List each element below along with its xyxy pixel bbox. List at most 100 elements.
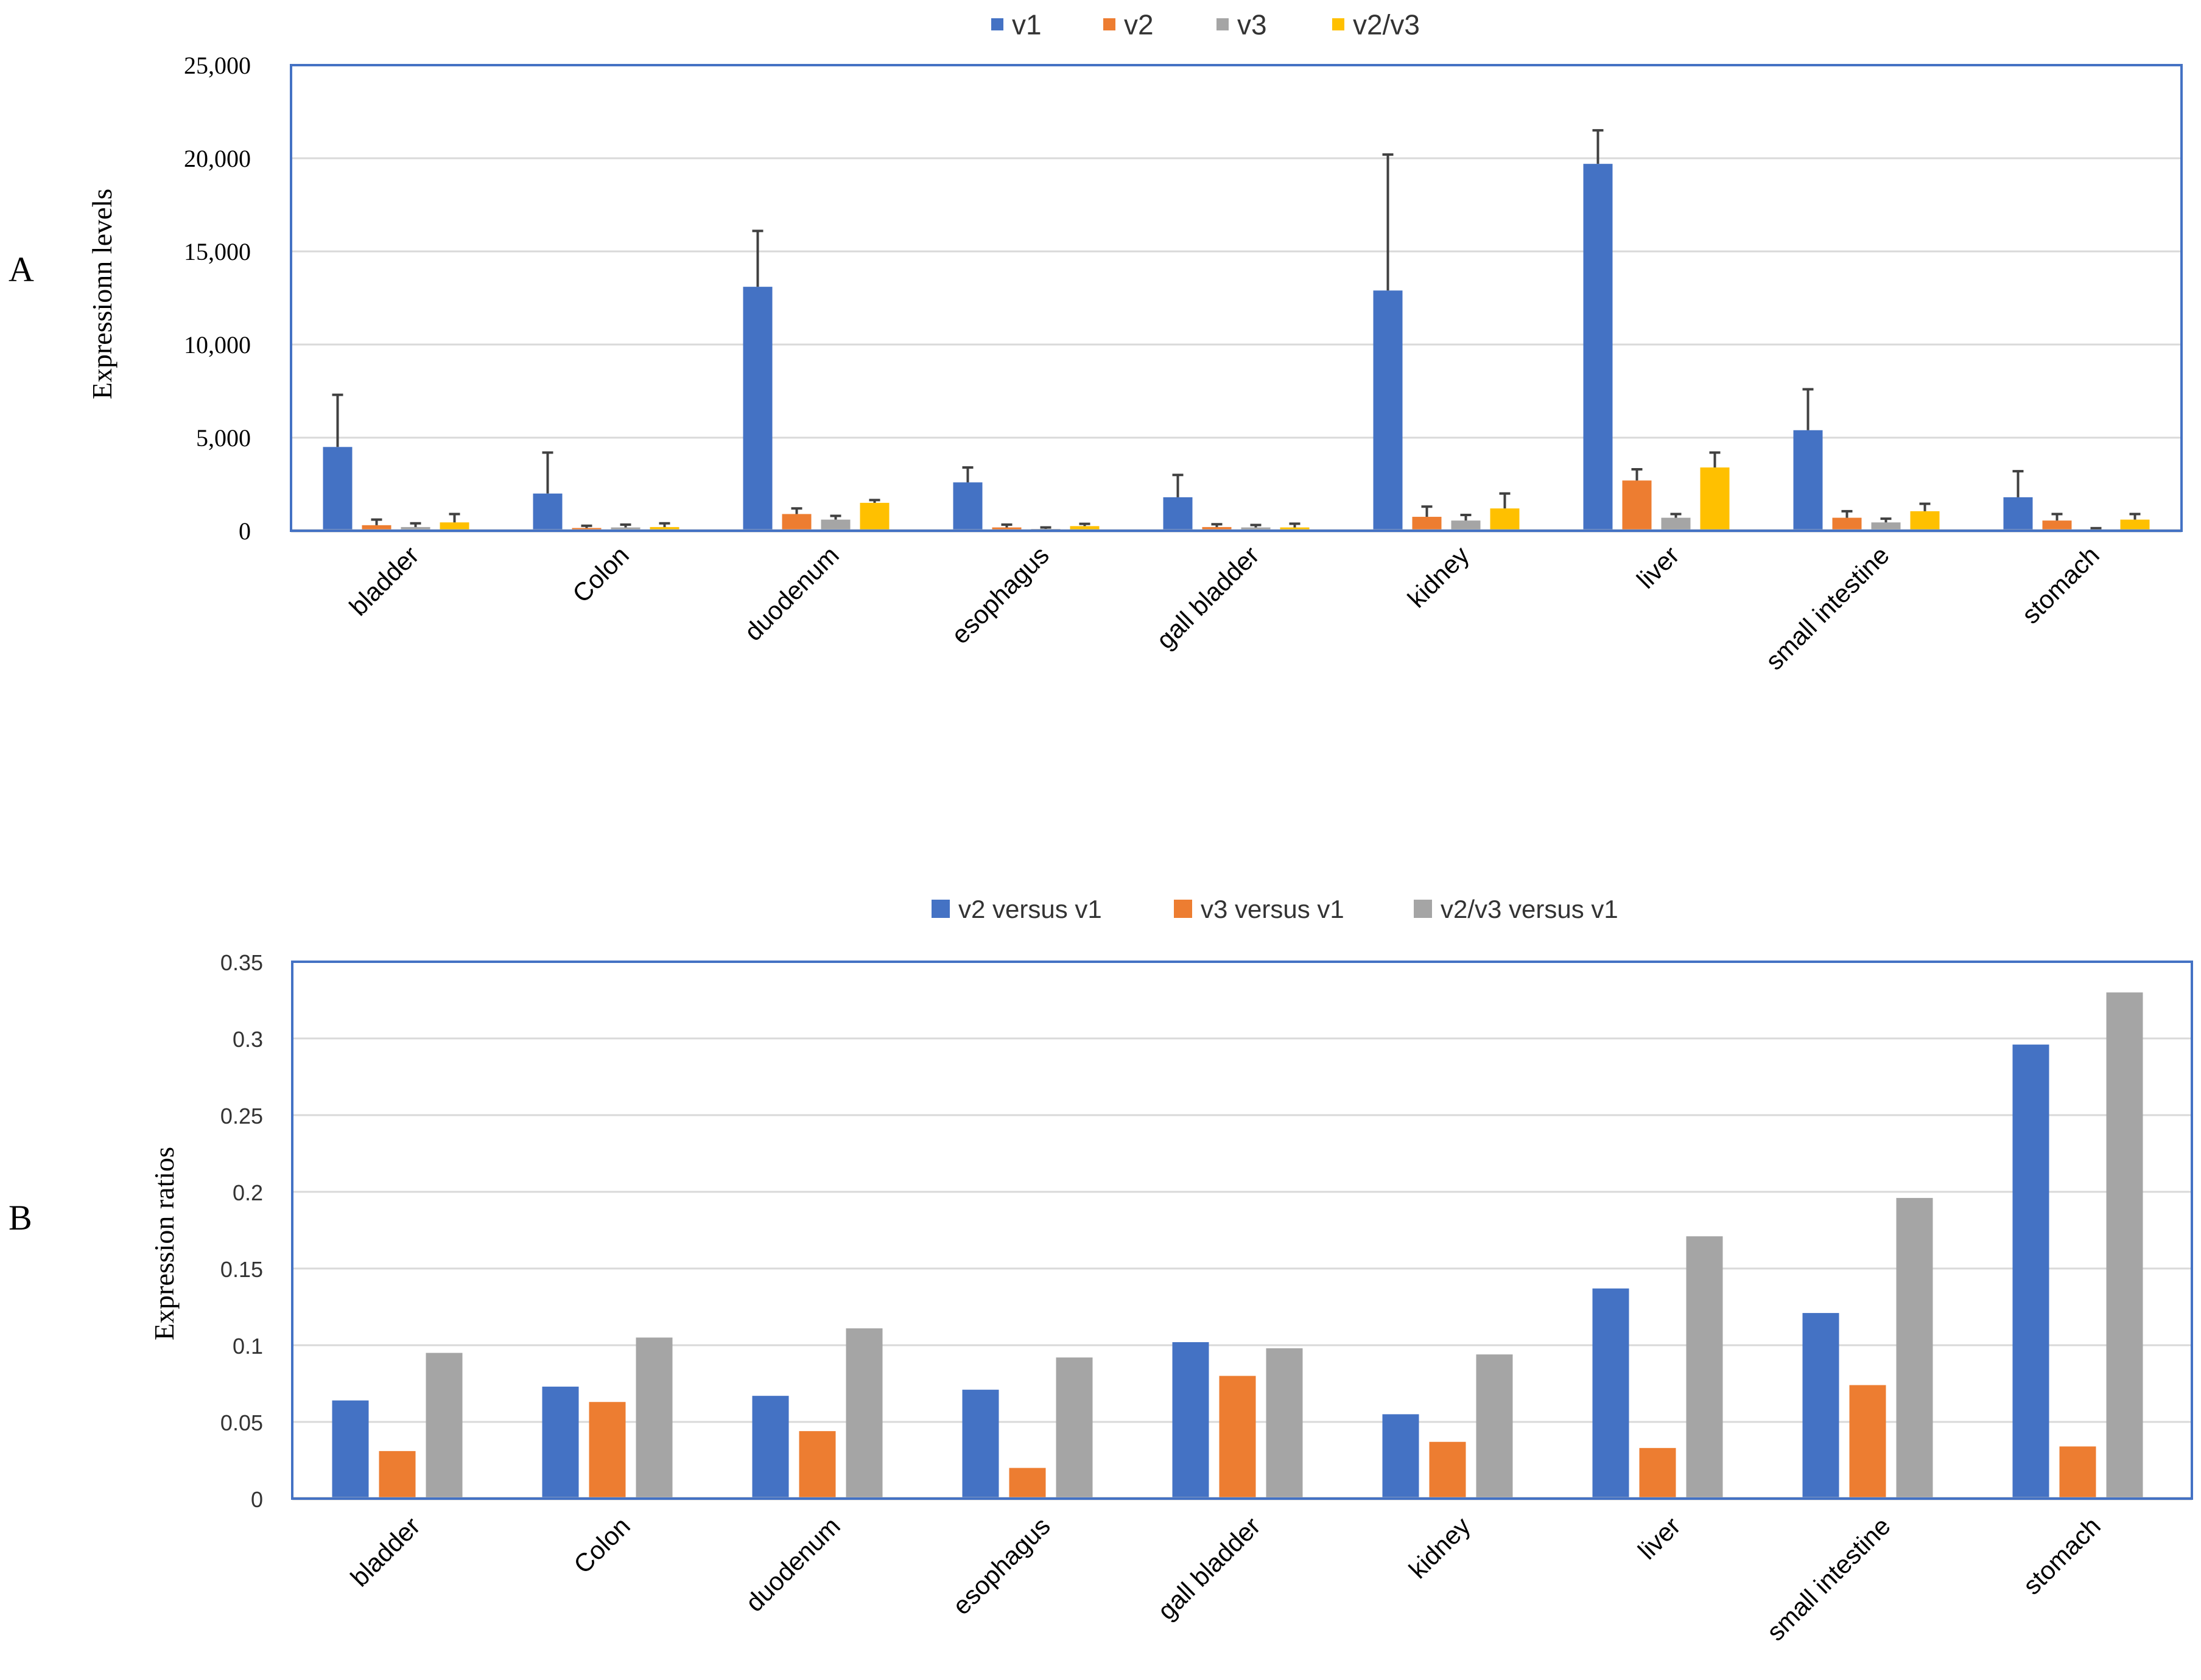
bar-v1-stomach [2003, 497, 2033, 531]
bar-v3-small-intestine [1871, 522, 1901, 531]
bar-v3-bladder [401, 527, 430, 531]
legend-label: v2 [1124, 9, 1154, 41]
error-bar-v2-esophagus [1001, 523, 1013, 528]
b-y-tick-label: 0.15 [220, 1257, 263, 1282]
error-bar-v2-colon [581, 524, 592, 528]
error-bar-v3-gall-bladder [1250, 523, 1262, 528]
legend-swatch [1332, 18, 1344, 30]
bar-v2-versus-v1-small-intestine [1802, 1313, 1839, 1499]
error-bar-v1-bladder [332, 393, 343, 447]
panel-a-gridlines [291, 157, 2182, 439]
panel-b-y-ticks: 0 0.05 0.1 0.15 0.2 0.25 0.3 0.35 [220, 950, 263, 1512]
bar-v3-versus-v1-liver [1639, 1447, 1676, 1499]
error-bar-v2-gall-bladder [1211, 523, 1223, 527]
bar-v3-duodenum [821, 519, 851, 531]
bar-v2-v3-versus-v1-bladder [426, 1353, 463, 1499]
legend-swatch [1414, 900, 1432, 918]
bar-v3-kidney [1451, 520, 1481, 531]
panel-b-plot-border [291, 961, 2193, 1500]
bar-v1-small-intestine [1793, 430, 1823, 531]
panel-a-label: A [9, 250, 34, 289]
error-bar-v2-duodenum [791, 507, 802, 514]
bar-v2-v3-versus-v1-colon [636, 1337, 673, 1499]
error-bar-v3-duodenum [830, 514, 841, 520]
legend-label: v3 versus v1 [1201, 895, 1344, 923]
bar-v2-v3-versus-v1-duodenum [846, 1328, 883, 1499]
bar-v2-v3-kidney [1490, 508, 1520, 531]
panel-a-legend: v1 v2 v3 v2/v3 [991, 9, 1420, 41]
bar-v2-stomach [2042, 520, 2072, 531]
bar-v1-colon [533, 493, 563, 531]
panel-a-bars [323, 164, 2150, 531]
bar-v2-v3-bladder [440, 522, 469, 531]
bar-v3-liver [1661, 517, 1691, 531]
bar-v2-versus-v1-esophagus [962, 1390, 999, 1499]
bar-v2-gall-bladder [1202, 527, 1232, 531]
legend-label: v1 [1012, 9, 1042, 41]
bar-v3-colon [611, 527, 641, 531]
error-bar-v2-v3-esophagus [1079, 522, 1090, 527]
error-bar-v3-esophagus [1040, 526, 1051, 529]
bar-v2-versus-v1-bladder [332, 1400, 369, 1499]
bar-v2-versus-v1-gall-bladder [1172, 1342, 1209, 1499]
bar-v1-esophagus [953, 482, 983, 531]
bar-v1-bladder [323, 447, 353, 531]
error-bar-v2-v3-bladder [449, 513, 460, 523]
error-bar-v2-small-intestine [1841, 509, 1853, 518]
bar-v1-duodenum [743, 287, 773, 531]
legend-item-v1: v1 [991, 9, 1042, 41]
legend-swatch [1174, 900, 1192, 918]
error-bar-v2-v3-gall-bladder [1289, 522, 1301, 528]
legend-swatch [1103, 18, 1115, 30]
bar-v1-kidney [1373, 290, 1403, 531]
error-bar-v1-liver [1592, 129, 1604, 164]
error-bar-v3-small-intestine [1880, 517, 1892, 523]
b-y-tick-label: 0.1 [233, 1334, 263, 1359]
bar-v2-versus-v1-stomach [2012, 1045, 2049, 1499]
legend-label: v3 [1237, 9, 1267, 41]
b-y-tick-label: 0.35 [220, 950, 263, 975]
error-bar-v1-stomach [2012, 470, 2024, 497]
bar-v2-bladder [362, 525, 391, 531]
bar-v3-versus-v1-kidney [1429, 1441, 1466, 1499]
panel-a-y-axis-label: Expressionn levels [86, 189, 118, 399]
panel-b-bars [332, 992, 2143, 1499]
bar-v2-v3-versus-v1-small-intestine [1896, 1198, 1933, 1499]
bar-v2-v3-stomach [2120, 519, 2150, 531]
legend-swatch [932, 900, 950, 918]
bar-v2-versus-v1-kidney [1382, 1414, 1419, 1499]
bar-v2-v3-versus-v1-esophagus [1056, 1357, 1093, 1499]
a-y-tick-label: 15,000 [184, 238, 251, 265]
bar-v2-v3-versus-v1-liver [1686, 1236, 1723, 1499]
legend-swatch [1216, 18, 1229, 30]
bar-v2-kidney [1412, 517, 1442, 531]
legend-item-v2: v2 [1103, 9, 1154, 41]
bar-v2-v3-esophagus [1070, 526, 1100, 531]
bar-v2-v3-versus-v1-kidney [1476, 1354, 1513, 1499]
bar-v2-esophagus [992, 527, 1022, 531]
legend-swatch [991, 18, 1003, 30]
legend-item-v2-versus-v1: v2 versus v1 [932, 895, 1102, 923]
error-bar-v1-duodenum [752, 229, 764, 287]
bar-v1-liver [1583, 164, 1613, 531]
a-y-tick-label: 20,000 [184, 145, 251, 172]
bar-v3-versus-v1-small-intestine [1849, 1385, 1886, 1499]
a-y-tick-label: 5,000 [196, 424, 251, 452]
legend-label: v2 versus v1 [958, 895, 1102, 923]
bar-v3-versus-v1-bladder [379, 1451, 416, 1499]
bar-v2-v3-versus-v1-gall-bladder [1266, 1348, 1303, 1499]
error-bar-v2-v3-small-intestine [1919, 502, 1931, 511]
bar-v2-v3-duodenum [860, 503, 890, 531]
error-bar-v2-v3-stomach [2129, 513, 2141, 520]
error-bar-v3-liver [1670, 513, 1682, 518]
bar-v3-gall-bladder [1241, 527, 1271, 531]
panel-a-y-ticks: 0 5,000 10,000 15,000 20,000 25,000 [184, 52, 251, 545]
b-y-tick-label: 0.3 [233, 1027, 263, 1052]
error-bar-v2-v3-kidney [1499, 492, 1511, 509]
bar-v3-versus-v1-stomach [2059, 1446, 2096, 1499]
panel-b-legend: v2 versus v1 v3 versus v1 v2/v3 versus v1 [932, 895, 1618, 923]
bar-v2-liver [1622, 480, 1652, 531]
bar-v2-v3-liver [1700, 467, 1730, 531]
legend-item-v3: v3 [1216, 9, 1267, 41]
bar-v3-versus-v1-esophagus [1009, 1468, 1046, 1499]
